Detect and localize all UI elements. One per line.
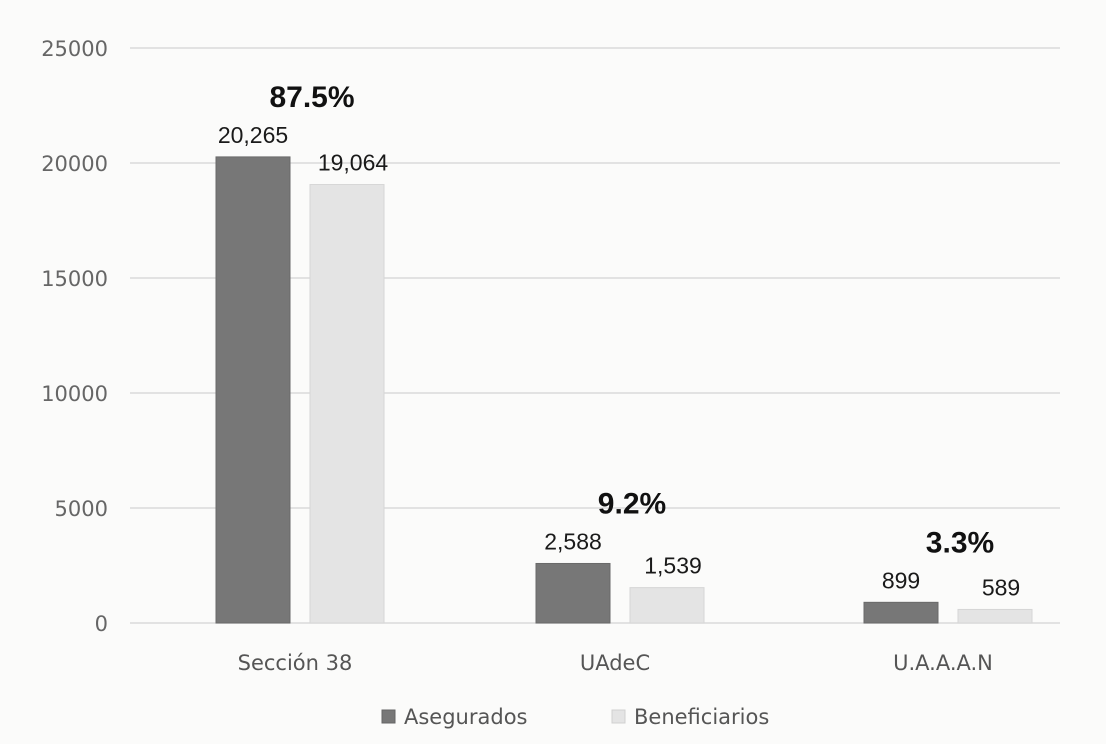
legend-label: Asegurados	[404, 705, 528, 729]
x-tick-label: U.A.A.A.N	[893, 651, 993, 675]
data-label: 589	[982, 574, 1020, 600]
x-tick-label: UAdeC	[580, 651, 650, 675]
group-percentage-label: 3.3%	[926, 526, 994, 559]
data-label: 19,064	[318, 150, 389, 176]
group-percentage-label: 9.2%	[598, 487, 666, 520]
y-tick-label: 0	[95, 612, 108, 636]
y-tick-label: 10000	[41, 382, 108, 406]
legend-label: Beneficiarios	[634, 705, 769, 729]
bar-beneficiarios	[957, 608, 1033, 624]
bar-beneficiarios	[309, 184, 385, 624]
y-tick-label: 25000	[41, 37, 108, 61]
data-label: 2,588	[544, 528, 602, 554]
bar-beneficiarios	[629, 587, 705, 624]
legend-swatch	[381, 709, 396, 724]
y-axis-ticks: 0 5000 10000 15000 20000 25000	[41, 37, 108, 636]
y-tick-label: 15000	[41, 267, 108, 291]
legend-swatch	[611, 709, 626, 724]
bar-asegurados	[215, 156, 291, 624]
bar-asegurados	[535, 562, 611, 624]
data-labels: 20,265 19,064 87.5% 2,588 1,539 9.2% 899 589 3.3…	[218, 81, 1020, 601]
y-tick-label: 20000	[41, 152, 108, 176]
x-tick-label: Sección 38	[238, 651, 353, 675]
y-tick-label: 5000	[55, 497, 108, 521]
data-label: 899	[882, 567, 920, 593]
bars	[215, 156, 1033, 624]
data-label: 20,265	[218, 122, 288, 148]
bar-asegurados	[863, 601, 939, 624]
group-percentage-label: 87.5%	[269, 81, 354, 114]
legend: Asegurados Beneficiarios	[381, 705, 769, 729]
x-axis-ticks: Sección 38 UAdeC U.A.A.A.N	[238, 651, 993, 675]
data-label: 1,539	[644, 553, 702, 579]
